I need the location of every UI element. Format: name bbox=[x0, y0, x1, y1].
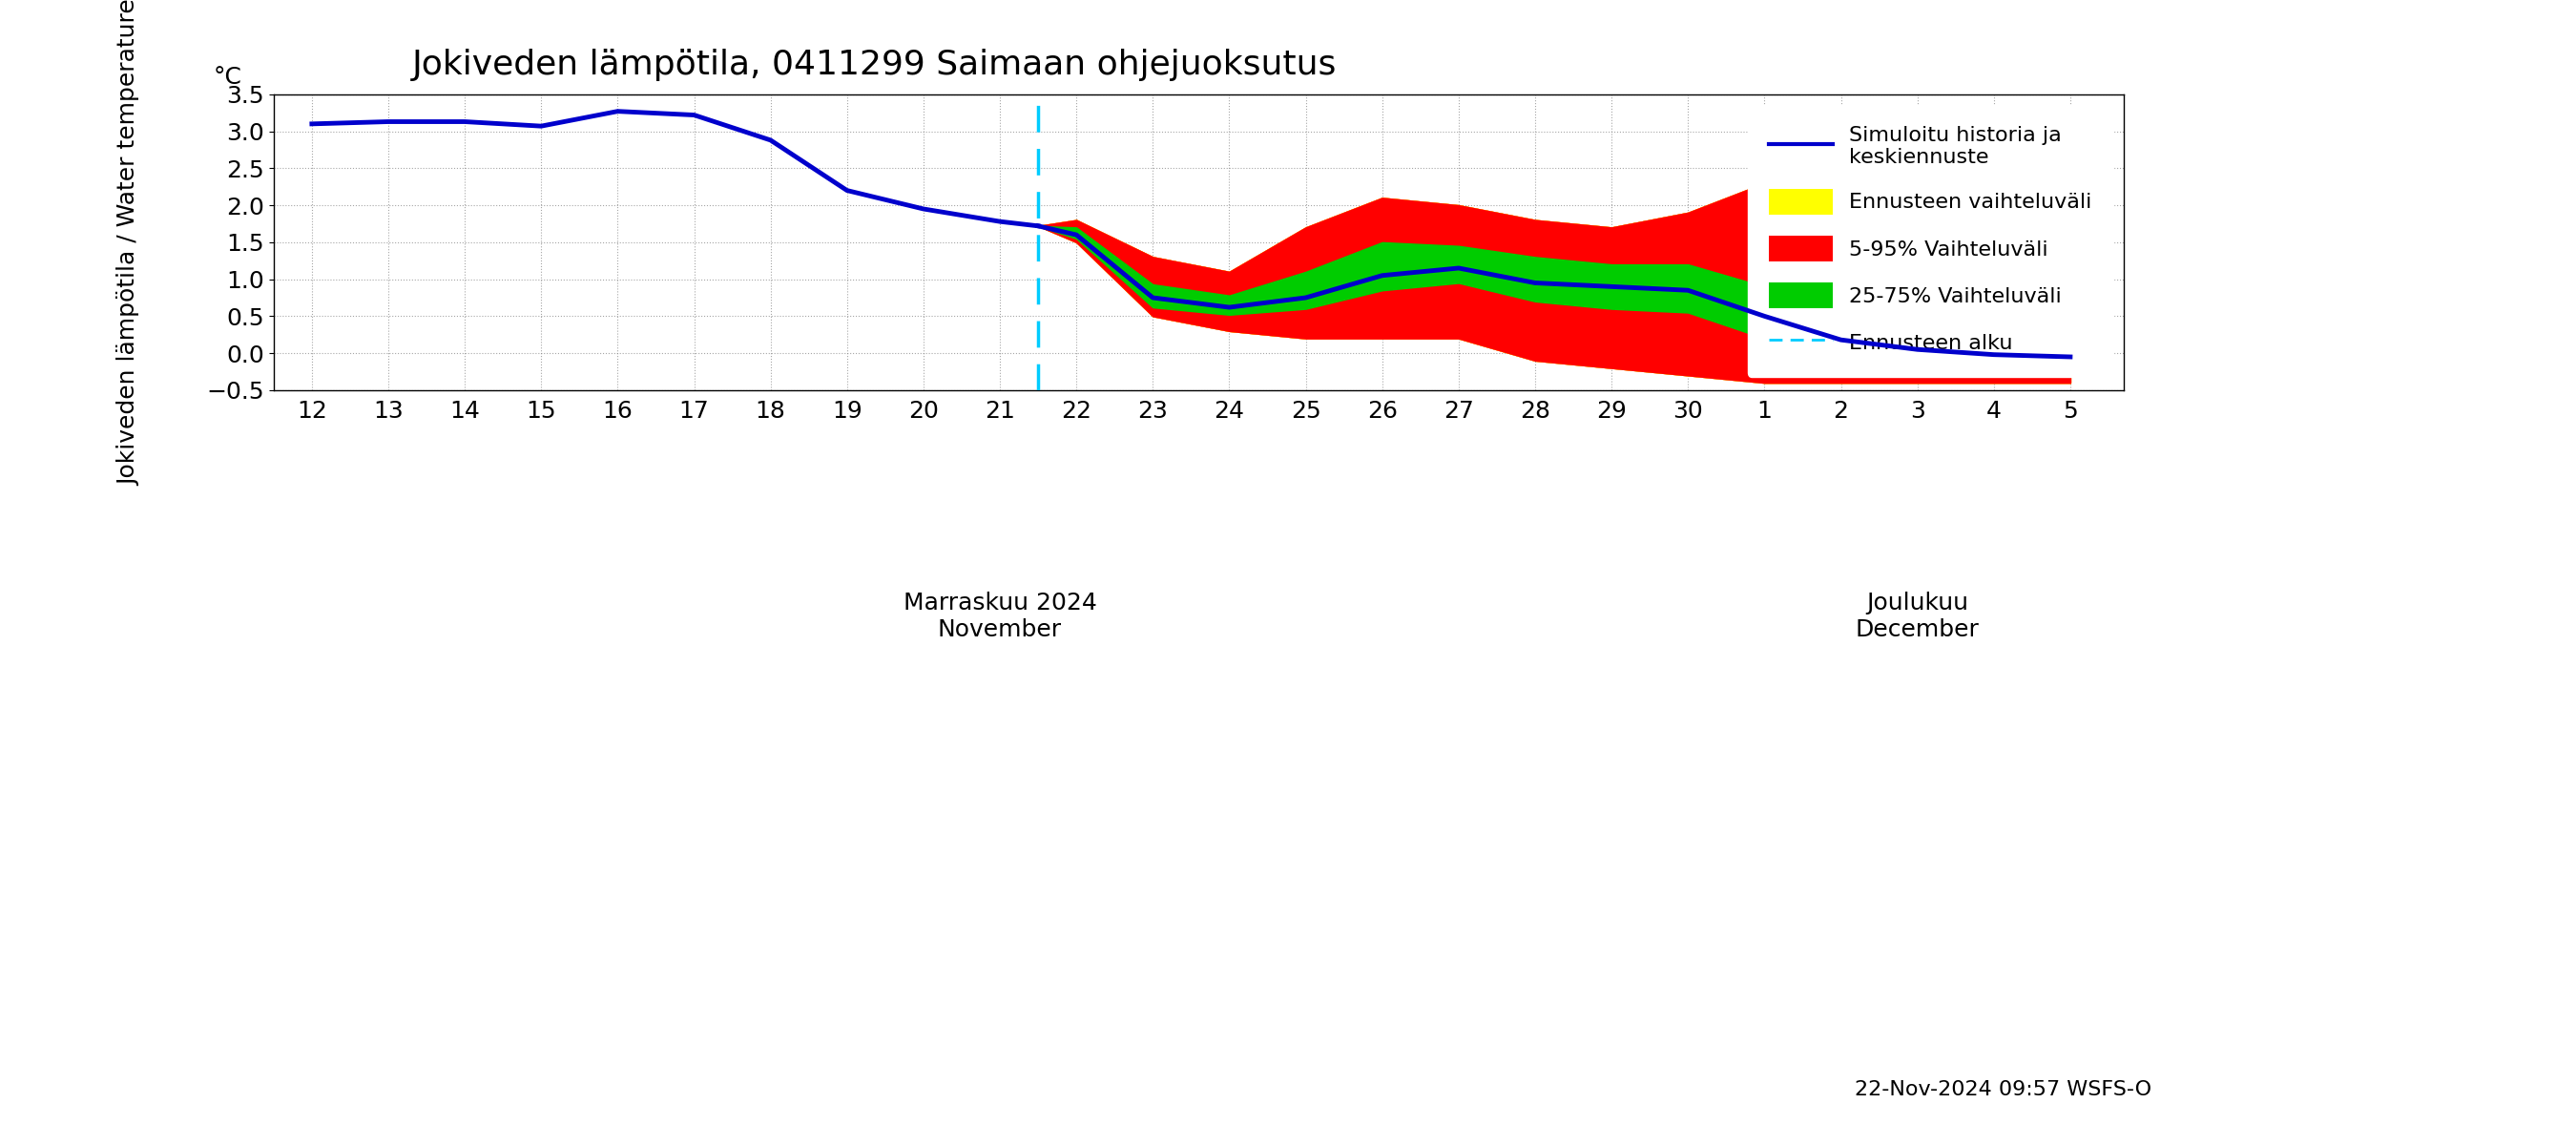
Text: Jokiveden lämpötila, 0411299 Saimaan ohjejuoksutus: Jokiveden lämpötila, 0411299 Saimaan ohj… bbox=[412, 48, 1337, 81]
Text: °C: °C bbox=[214, 65, 242, 88]
Text: Joulukuu
December: Joulukuu December bbox=[1855, 591, 1978, 641]
Y-axis label: Jokiveden lämpötila / Water temperature: Jokiveden lämpötila / Water temperature bbox=[118, 0, 139, 485]
Text: 22-Nov-2024 09:57 WSFS-O: 22-Nov-2024 09:57 WSFS-O bbox=[1855, 1080, 2151, 1099]
Text: Marraskuu 2024
November: Marraskuu 2024 November bbox=[904, 591, 1097, 641]
Legend: Simuloitu historia ja
keskiennuste, Ennusteen vaihteluväli, 5-95% Vaihteluväli, : Simuloitu historia ja keskiennuste, Ennu… bbox=[1747, 105, 2112, 377]
